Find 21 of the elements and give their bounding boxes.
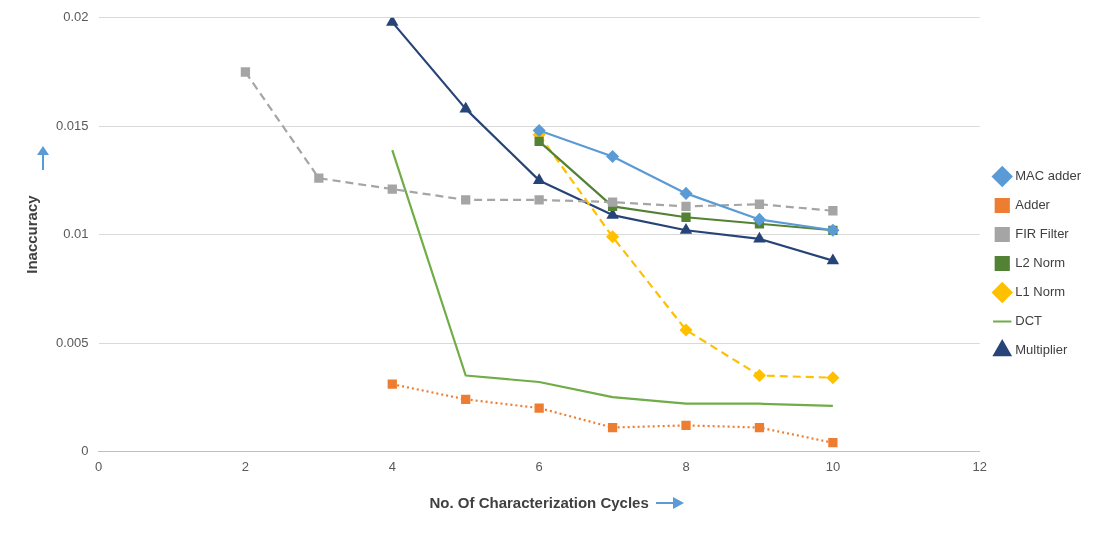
x-axis-title: No. Of Characterization Cycles bbox=[429, 494, 649, 512]
legend-label: Adder bbox=[1015, 197, 1051, 213]
legend-label: L1 Norm bbox=[1015, 284, 1066, 300]
y-tick-label: 0 bbox=[81, 442, 89, 458]
x-tick-label: 12 bbox=[972, 458, 987, 474]
y-tick-label: 0.015 bbox=[55, 117, 89, 133]
legend-label: Multiplier bbox=[1015, 342, 1068, 358]
y-axis-title: Inaccuracy bbox=[23, 194, 41, 274]
legend-label: MAC adder bbox=[1015, 168, 1082, 184]
legend-label: DCT bbox=[1015, 313, 1043, 329]
legend-label: FIR Filter bbox=[1015, 226, 1070, 242]
x-tick-label: 2 bbox=[241, 458, 250, 474]
x-tick-label: 6 bbox=[535, 458, 543, 474]
y-tick-label: 0.005 bbox=[55, 334, 89, 350]
legend-label: L2 Norm bbox=[1015, 255, 1066, 271]
x-tick-label: 10 bbox=[825, 458, 841, 474]
x-tick-label: 8 bbox=[682, 458, 690, 474]
x-tick-label: 4 bbox=[388, 458, 396, 474]
y-tick-label: 0.01 bbox=[63, 226, 89, 242]
y-tick-label: 0.02 bbox=[63, 9, 89, 25]
x-tick-label: 0 bbox=[94, 458, 103, 474]
